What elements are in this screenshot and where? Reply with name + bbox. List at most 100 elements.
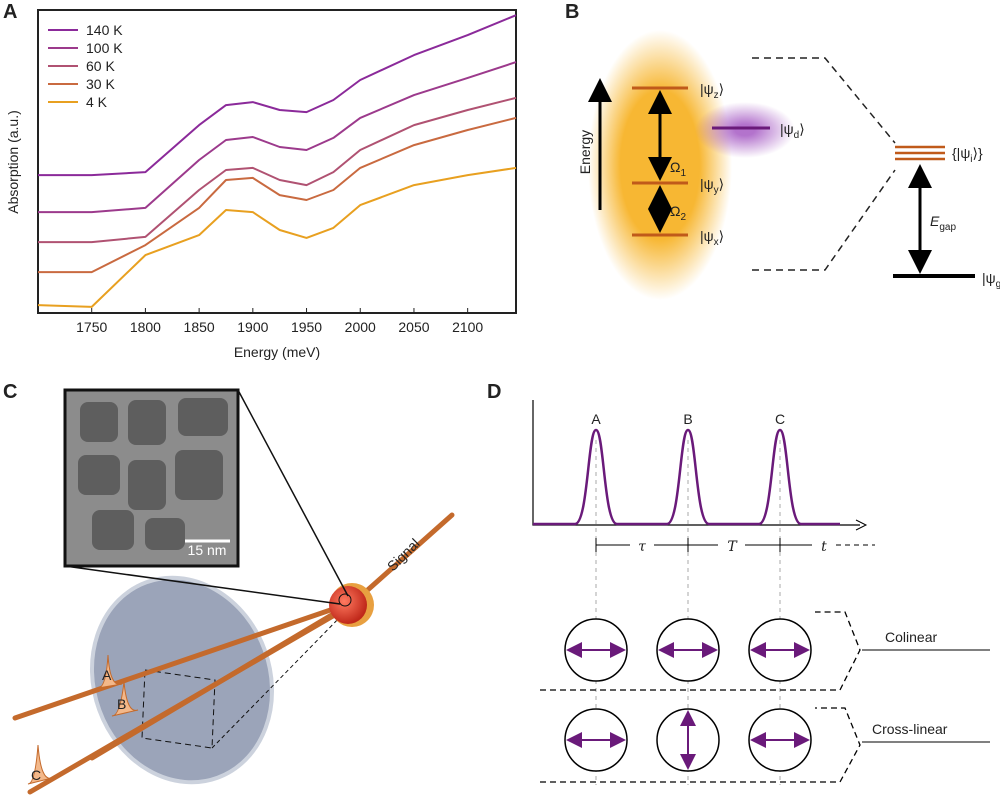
pulse-label: B xyxy=(683,411,692,427)
pulse-train xyxy=(533,428,840,526)
axis-arrow xyxy=(855,519,868,531)
t: |ψ xyxy=(780,121,794,137)
pulse-label: C xyxy=(775,411,785,427)
panel-c: C A B C 15 nm Signal xyxy=(3,381,455,795)
t: ⟩ xyxy=(719,228,724,244)
delay-label: τ xyxy=(638,539,646,555)
beam xyxy=(12,602,348,721)
x-tick-label: 2000 xyxy=(345,319,376,335)
x-tick-label: 2100 xyxy=(452,319,483,335)
signal-label: Signal xyxy=(384,535,423,574)
t: z xyxy=(714,90,719,101)
delay-label: T xyxy=(727,539,738,555)
nanocrystal xyxy=(128,460,166,510)
t: |ψ xyxy=(700,81,714,97)
panel-b: B Energy |ψz⟩ |ψy⟩ |ψx⟩ |ψd⟩ Ω1 Ω2 {|ψi⟩… xyxy=(565,1,1000,300)
x-tick-label: 1950 xyxy=(291,319,322,335)
state-label: |ψd⟩ xyxy=(780,121,805,141)
zoom-line xyxy=(237,389,349,597)
scheme-label: Colinear xyxy=(885,629,937,645)
pulse-shape xyxy=(97,654,123,689)
t: Ω xyxy=(670,203,680,219)
t: g xyxy=(996,279,1000,290)
nanocrystal xyxy=(92,510,134,550)
nanocrystals xyxy=(78,398,228,550)
scale-bar-label: 15 nm xyxy=(188,542,227,558)
x-tick-label: 1750 xyxy=(76,319,107,335)
plot-frame xyxy=(37,9,517,314)
x-tick-label: 1900 xyxy=(237,319,268,335)
nanocrystal xyxy=(80,402,118,442)
pulse-label: B xyxy=(117,696,126,712)
legend-label: 4 K xyxy=(86,94,108,110)
t: |ψ xyxy=(982,270,996,286)
state-label: {|ψi⟩} xyxy=(952,145,983,165)
brackets xyxy=(540,611,861,783)
t: ⟩ xyxy=(719,176,724,192)
series-line xyxy=(37,166,517,308)
state-label: |ψz⟩ xyxy=(700,81,724,101)
x-tick-label: 2050 xyxy=(398,319,429,335)
pulse-shape xyxy=(27,744,53,785)
coupling-label: Ω2 xyxy=(670,203,686,223)
nanocrystal xyxy=(78,455,120,495)
pulse-label: A xyxy=(102,667,112,683)
panel-label: D xyxy=(487,381,501,403)
guides xyxy=(595,440,781,785)
t: {|ψ xyxy=(952,145,970,161)
coupling-label: Ω1 xyxy=(670,159,686,179)
manifold xyxy=(895,145,945,161)
state-label: |ψy⟩ xyxy=(700,176,724,196)
t: d xyxy=(794,130,800,141)
nanocrystal xyxy=(178,398,228,436)
nanocrystal xyxy=(175,450,223,500)
dashed-connector xyxy=(752,57,896,271)
scheme-label: Cross-linear xyxy=(872,721,948,737)
sample xyxy=(89,575,275,785)
nanocrystal xyxy=(128,400,166,445)
state-label: |ψx⟩ xyxy=(700,228,724,248)
sample-square xyxy=(141,669,216,749)
panel-d: D A B C τ T t Colinear Cross-linear xyxy=(487,381,990,785)
t: gap xyxy=(939,222,956,233)
pulse-shape xyxy=(111,681,139,717)
pulse-label: C xyxy=(31,767,41,783)
legend-label: 30 K xyxy=(86,76,115,92)
levels xyxy=(632,86,688,237)
t: y xyxy=(714,185,719,196)
panel-label: C xyxy=(3,381,17,403)
t: |ψ xyxy=(700,176,714,192)
panel-label: A xyxy=(3,1,17,23)
focus xyxy=(338,593,352,607)
state-label: |ψg⟩ xyxy=(982,270,1000,290)
panel-label: B xyxy=(565,1,579,23)
legend-label: 140 K xyxy=(86,22,123,38)
t: |ψ xyxy=(700,228,714,244)
beam xyxy=(27,606,348,795)
t: 1 xyxy=(680,168,686,179)
t: Ω xyxy=(670,159,680,175)
t: ⟩ xyxy=(799,121,804,137)
polarization-arrows xyxy=(566,642,810,770)
x-tick-label: 1800 xyxy=(130,319,161,335)
dashed-line xyxy=(211,611,346,749)
delay-label: t xyxy=(821,539,827,555)
series-line xyxy=(38,61,517,214)
energy-label: Energy xyxy=(577,130,593,174)
t: ⟩} xyxy=(973,145,983,161)
zoom-line xyxy=(64,565,341,605)
gap-label: Egap xyxy=(930,213,956,233)
timeline xyxy=(595,538,812,552)
series-line xyxy=(38,14,517,177)
beams xyxy=(12,512,455,795)
t: i xyxy=(970,154,972,165)
t: ⟩ xyxy=(719,81,724,97)
glow xyxy=(695,102,795,158)
t: E xyxy=(930,213,940,229)
signal-beam xyxy=(359,512,455,598)
series-line xyxy=(38,116,517,274)
y-axis-label: Absorption (a.u.) xyxy=(5,110,21,214)
panel-a: A Energy (meV) Absorption (a.u.) 1750 180… xyxy=(3,1,517,360)
legend-label: 60 K xyxy=(86,58,115,74)
